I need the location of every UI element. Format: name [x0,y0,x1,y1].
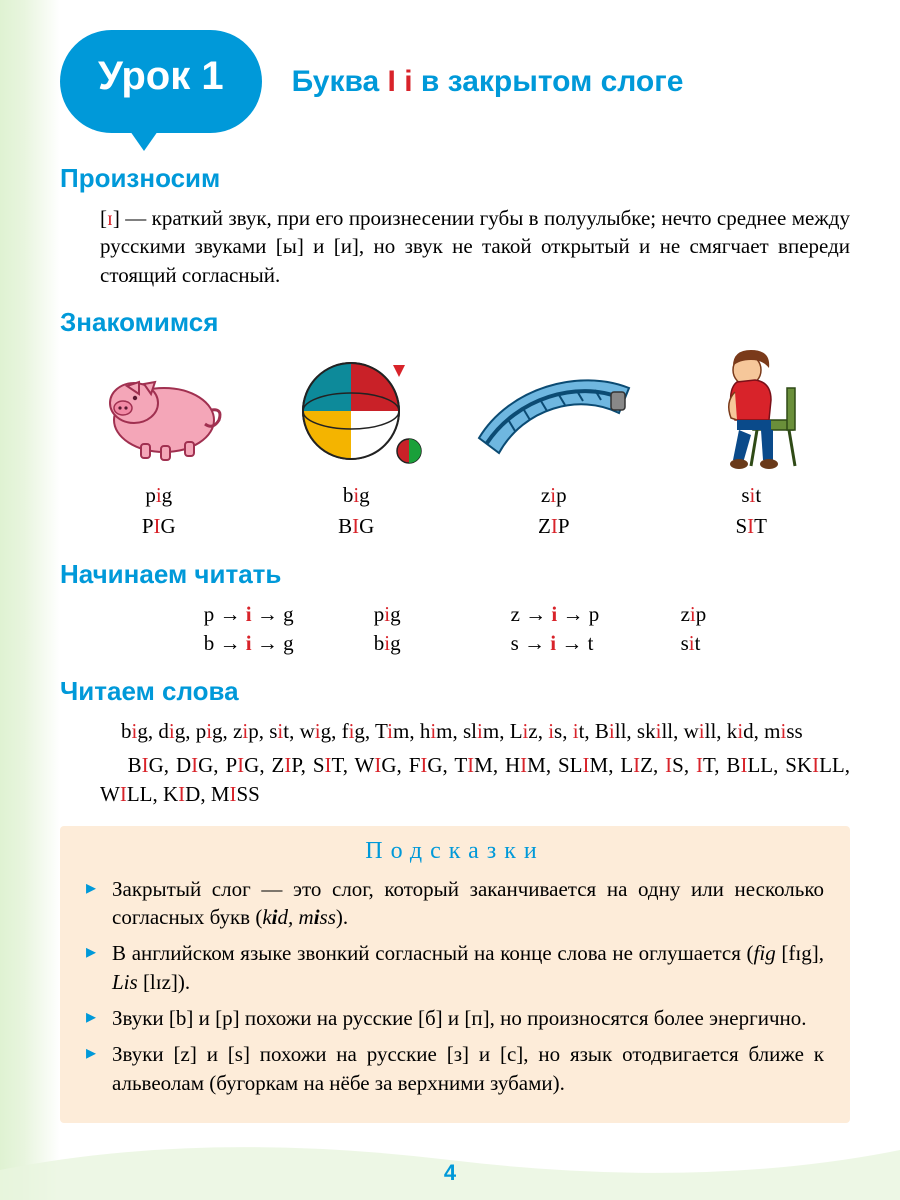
reading-col-left: p → i → g pigb → i → g big [204,600,401,659]
sit-icon [656,348,846,478]
section-pronounce: Произносим [60,163,850,194]
page-number: 4 [0,1160,900,1186]
reading-grid: p → i → g pigb → i → g big z → i → p zip… [60,600,850,659]
hint-item: Закрытый слог — это слог, который заканч… [86,875,824,932]
hint-item: В английском языке звонкий согласный на … [86,939,824,996]
sound-symbol: ɪ [107,206,113,230]
reading-row: s → i → t sit [511,629,707,658]
lesson-bubble: Урок 1 [60,30,262,133]
words-upper: BIG, DIG, PIG, ZIP, SIT, WIG, FIG, TIM, … [100,751,850,810]
reading-build: s → i → t [511,629,651,658]
section-start-reading: Начинаем читать [60,559,850,590]
reading-build: z → i → p [511,600,651,629]
vocab-word-upper: SIT [656,513,846,540]
pig-icon [64,348,254,478]
words-lower: big, dig, pig, zip, sit, wig, fig, Tim, … [100,717,850,746]
vocab-word-upper: ZIP [459,513,649,540]
vocab-word-upper: BIG [261,513,451,540]
hint-item: Звуки [z] и [s] похожи на русские [з] и … [86,1040,824,1097]
vocab-item: pig PIG [64,348,254,541]
reading-word: sit [681,629,701,658]
pronounce-desc: — краткий звук, при его произнесении губ… [100,206,850,287]
vocab-word-lower: pig [64,482,254,509]
title-pre: Буква [292,65,388,98]
hint-item: Звуки [b] и [p] похожи на русские [б] и … [86,1004,824,1032]
vocab-word-lower: zip [459,482,649,509]
reading-row: z → i → p zip [511,600,707,629]
reading-word: big [374,629,401,658]
reading-build: p → i → g [204,600,344,629]
vocab-word-upper: PIG [64,513,254,540]
ball-icon [261,348,451,478]
hints-title: Подсказки [86,838,824,865]
reading-word: pig [374,600,401,629]
vocab-word-lower: sit [656,482,846,509]
reading-build: b → i → g [204,629,344,658]
zip-icon [459,348,649,478]
page-title: Буква I i в закрытом слоге [292,65,684,99]
reading-row: p → i → g pig [204,600,401,629]
title-letters: I i [388,65,413,98]
vocab-word-lower: big [261,482,451,509]
reading-word: zip [681,600,707,629]
pronounce-text: [ɪ] — краткий звук, при его произнесении… [100,204,850,289]
hints-list: Закрытый слог — это слог, который заканч… [86,875,824,1097]
hints-box: Подсказки Закрытый слог — это слог, кото… [60,826,850,1123]
vocab-item: big BIG [261,348,451,541]
section-read-words: Читаем слова [60,676,850,707]
header: Урок 1 Буква I i в закрытом слоге [60,30,850,133]
title-post: в закрытом слоге [413,65,684,98]
reading-col-right: z → i → p zips → i → t sit [511,600,707,659]
section-meet: Знакомимся [60,307,850,338]
bottom-wave [0,1110,900,1200]
reading-row: b → i → g big [204,629,401,658]
vocab-item: zip ZIP [459,348,649,541]
vocab-item: sit SIT [656,348,846,541]
vocab-row: pig PIG big BIG [60,348,850,541]
